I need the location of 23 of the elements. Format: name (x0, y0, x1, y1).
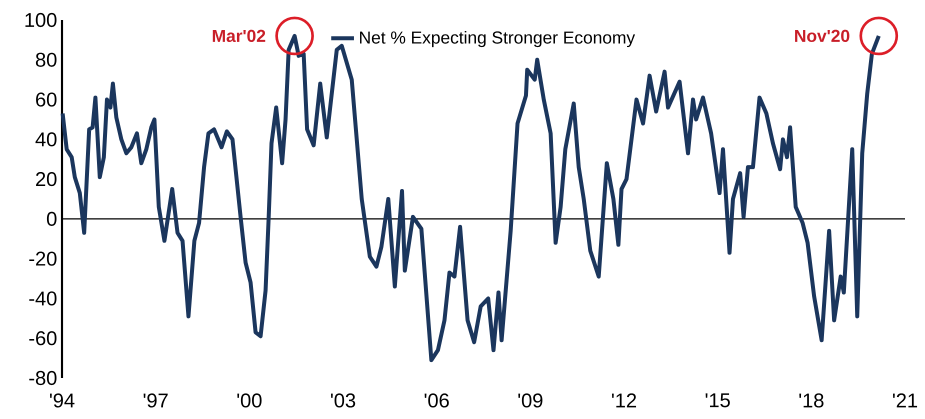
y-tick-label: 0 (46, 212, 56, 226)
y-tick-label: 60 (36, 92, 56, 107)
legend-label: Net % Expecting Stronger Economy (360, 30, 636, 48)
y-tick-label: -80 (29, 370, 56, 386)
x-tick-label: '03 (330, 393, 356, 408)
x-tick-label: '09 (518, 393, 542, 408)
x-tick-label: '97 (144, 393, 168, 408)
x-tick-label: '06 (424, 393, 449, 408)
y-tick-label: -60 (29, 331, 56, 346)
y-tick-label: 20 (36, 172, 56, 186)
y-tick-label: 40 (36, 132, 56, 146)
x-tick-label: '12 (612, 393, 636, 408)
x-tick-label: '00 (237, 393, 262, 408)
y-tick-label: 80 (36, 52, 56, 67)
x-tick-label: '94 (50, 393, 74, 408)
y-tick-label: -20 (29, 252, 56, 266)
y-tick-label: -40 (29, 291, 56, 306)
annotation: Nov'20 (795, 30, 850, 42)
x-tick-label: '18 (799, 393, 824, 408)
y-tick-label: 100 (25, 12, 56, 28)
annotation: Mar'02 (212, 30, 266, 42)
x-tick-label: '21 (892, 393, 918, 408)
x-tick-label: '15 (706, 393, 730, 408)
